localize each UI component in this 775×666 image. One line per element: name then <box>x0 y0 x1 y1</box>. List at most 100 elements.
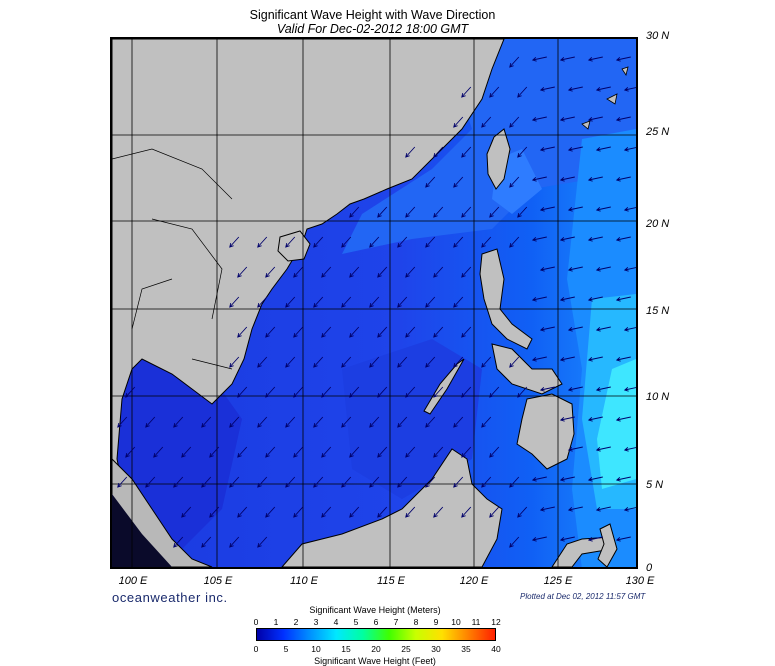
wave-direction-arrow <box>567 506 583 512</box>
legend-meter-label: 1 <box>273 617 279 627</box>
legend-feet-label: 0 <box>253 644 259 654</box>
wave-direction-arrow <box>433 506 444 518</box>
wave-direction-arrow <box>595 206 611 212</box>
wave-direction-arrow <box>405 326 416 338</box>
wave-direction-arrow <box>341 476 352 488</box>
legend-meter-label: 8 <box>413 617 419 627</box>
map-subtitle: Valid For Dec-02-2012 18:00 GMT <box>276 22 469 36</box>
wave-direction-arrow <box>397 416 408 428</box>
wave-direction-arrow <box>313 416 324 428</box>
wave-direction-arrow <box>509 476 520 488</box>
wave-direction-arrow <box>293 446 304 458</box>
wave-direction-arrow <box>615 176 631 182</box>
wave-direction-arrow <box>293 326 304 338</box>
wave-direction-arrow <box>201 476 212 488</box>
wave-direction-arrow <box>405 206 416 218</box>
wave-direction-arrow <box>433 446 444 458</box>
land-palawan <box>423 358 465 415</box>
wave-direction-arrow <box>285 416 296 428</box>
land-halmahera <box>597 523 618 567</box>
land-visayas <box>491 343 563 395</box>
wave-direction-arrow <box>257 236 268 248</box>
wave-direction-arrow <box>531 176 547 182</box>
wave-direction-arrow <box>265 266 276 278</box>
wave-direction-arrow <box>181 506 192 518</box>
wave-direction-arrow <box>293 266 304 278</box>
legend-meter-label: 0 <box>253 617 259 627</box>
legend-meter-label: 2 <box>293 617 299 627</box>
wave-direction-arrow <box>623 327 636 332</box>
wave-direction-arrow <box>229 416 240 428</box>
wave-direction-arrow <box>397 356 408 368</box>
wave-direction-arrow <box>145 476 156 488</box>
wave-direction-arrow <box>425 236 436 248</box>
wave-direction-arrow <box>237 506 248 518</box>
wave-direction-arrow <box>539 326 555 332</box>
wave-direction-arrow <box>615 536 631 542</box>
wave-direction-arrow <box>285 296 296 308</box>
wave-direction-arrow <box>181 446 192 458</box>
wave-direction-arrow <box>559 116 575 122</box>
wave-direction-arrow <box>595 86 611 92</box>
wave-direction-arrow <box>481 236 492 248</box>
wave-direction-arrow <box>567 146 583 152</box>
wave-direction-arrow <box>615 416 631 422</box>
lon-tick-100e: 100 E <box>118 575 148 587</box>
wave-direction-arrow <box>481 356 492 368</box>
lat-tick-20n: 20 N <box>646 218 670 230</box>
wave-direction-arrow <box>531 296 547 302</box>
land-luzon <box>479 248 533 350</box>
wave-direction-arrow <box>453 476 464 488</box>
wave-direction-arrow <box>509 356 520 368</box>
wave-direction-arrow <box>587 116 603 122</box>
wave-zone-peak <box>597 359 636 489</box>
lat-tick-5n: 5 N <box>646 479 664 491</box>
wave-direction-arrow <box>209 446 220 458</box>
legend-meter-label: 10 <box>451 617 461 627</box>
wave-direction-arrow <box>559 296 575 302</box>
wave-direction-arrow <box>539 206 555 212</box>
wave-direction-arrow <box>377 326 388 338</box>
legend-feet-label: 30 <box>431 644 441 654</box>
wave-direction-arrow <box>425 356 436 368</box>
wave-direction-arrow <box>567 326 583 332</box>
wave-direction-arrow <box>377 506 388 518</box>
land-taiwan <box>486 128 511 190</box>
wave-direction-arrow <box>257 356 268 368</box>
wave-direction-arrow <box>489 446 500 458</box>
wave-direction-arrow <box>453 296 464 308</box>
wave-direction-arrow <box>237 266 248 278</box>
lat-tick-15n: 15 N <box>646 305 670 317</box>
wave-direction-arrow <box>531 116 547 122</box>
wave-direction-arrow <box>229 536 240 548</box>
wave-direction-arrow <box>257 536 268 548</box>
wave-direction-arrow <box>397 236 408 248</box>
wave-direction-arrow <box>433 266 444 278</box>
wave-direction-arrow <box>461 326 472 338</box>
wave-direction-arrow <box>349 446 360 458</box>
wave-direction-arrow <box>405 146 416 158</box>
land-ryukyu <box>581 66 629 130</box>
wave-direction-arrow <box>461 146 472 158</box>
legend-meter-label: 11 <box>471 617 481 627</box>
legend-feet-label: 35 <box>461 644 471 654</box>
wave-direction-arrow <box>531 56 547 62</box>
wave-direction-arrow <box>615 476 631 482</box>
wave-direction-arrow <box>595 446 611 452</box>
wave-direction-arrow <box>125 386 136 398</box>
wave-direction-arrow <box>587 56 603 62</box>
wave-direction-arrow <box>567 446 583 452</box>
wave-direction-arrow <box>229 476 240 488</box>
wave-direction-arrow <box>461 266 472 278</box>
wave-direction-arrow <box>489 506 500 518</box>
wave-direction-arrow <box>489 206 500 218</box>
wave-direction-arrow <box>229 296 240 308</box>
wave-direction-arrow <box>567 266 583 272</box>
wave-direction-arrow <box>531 536 547 542</box>
lon-tick-105e: 105 E <box>203 575 233 587</box>
lon-tick-120e: 120 E <box>459 575 489 587</box>
wave-direction-arrow <box>539 386 555 392</box>
wave-direction-arrow <box>615 116 631 122</box>
wave-direction-arrow <box>587 296 603 302</box>
lat-tick-30n: 30 N <box>646 30 670 42</box>
